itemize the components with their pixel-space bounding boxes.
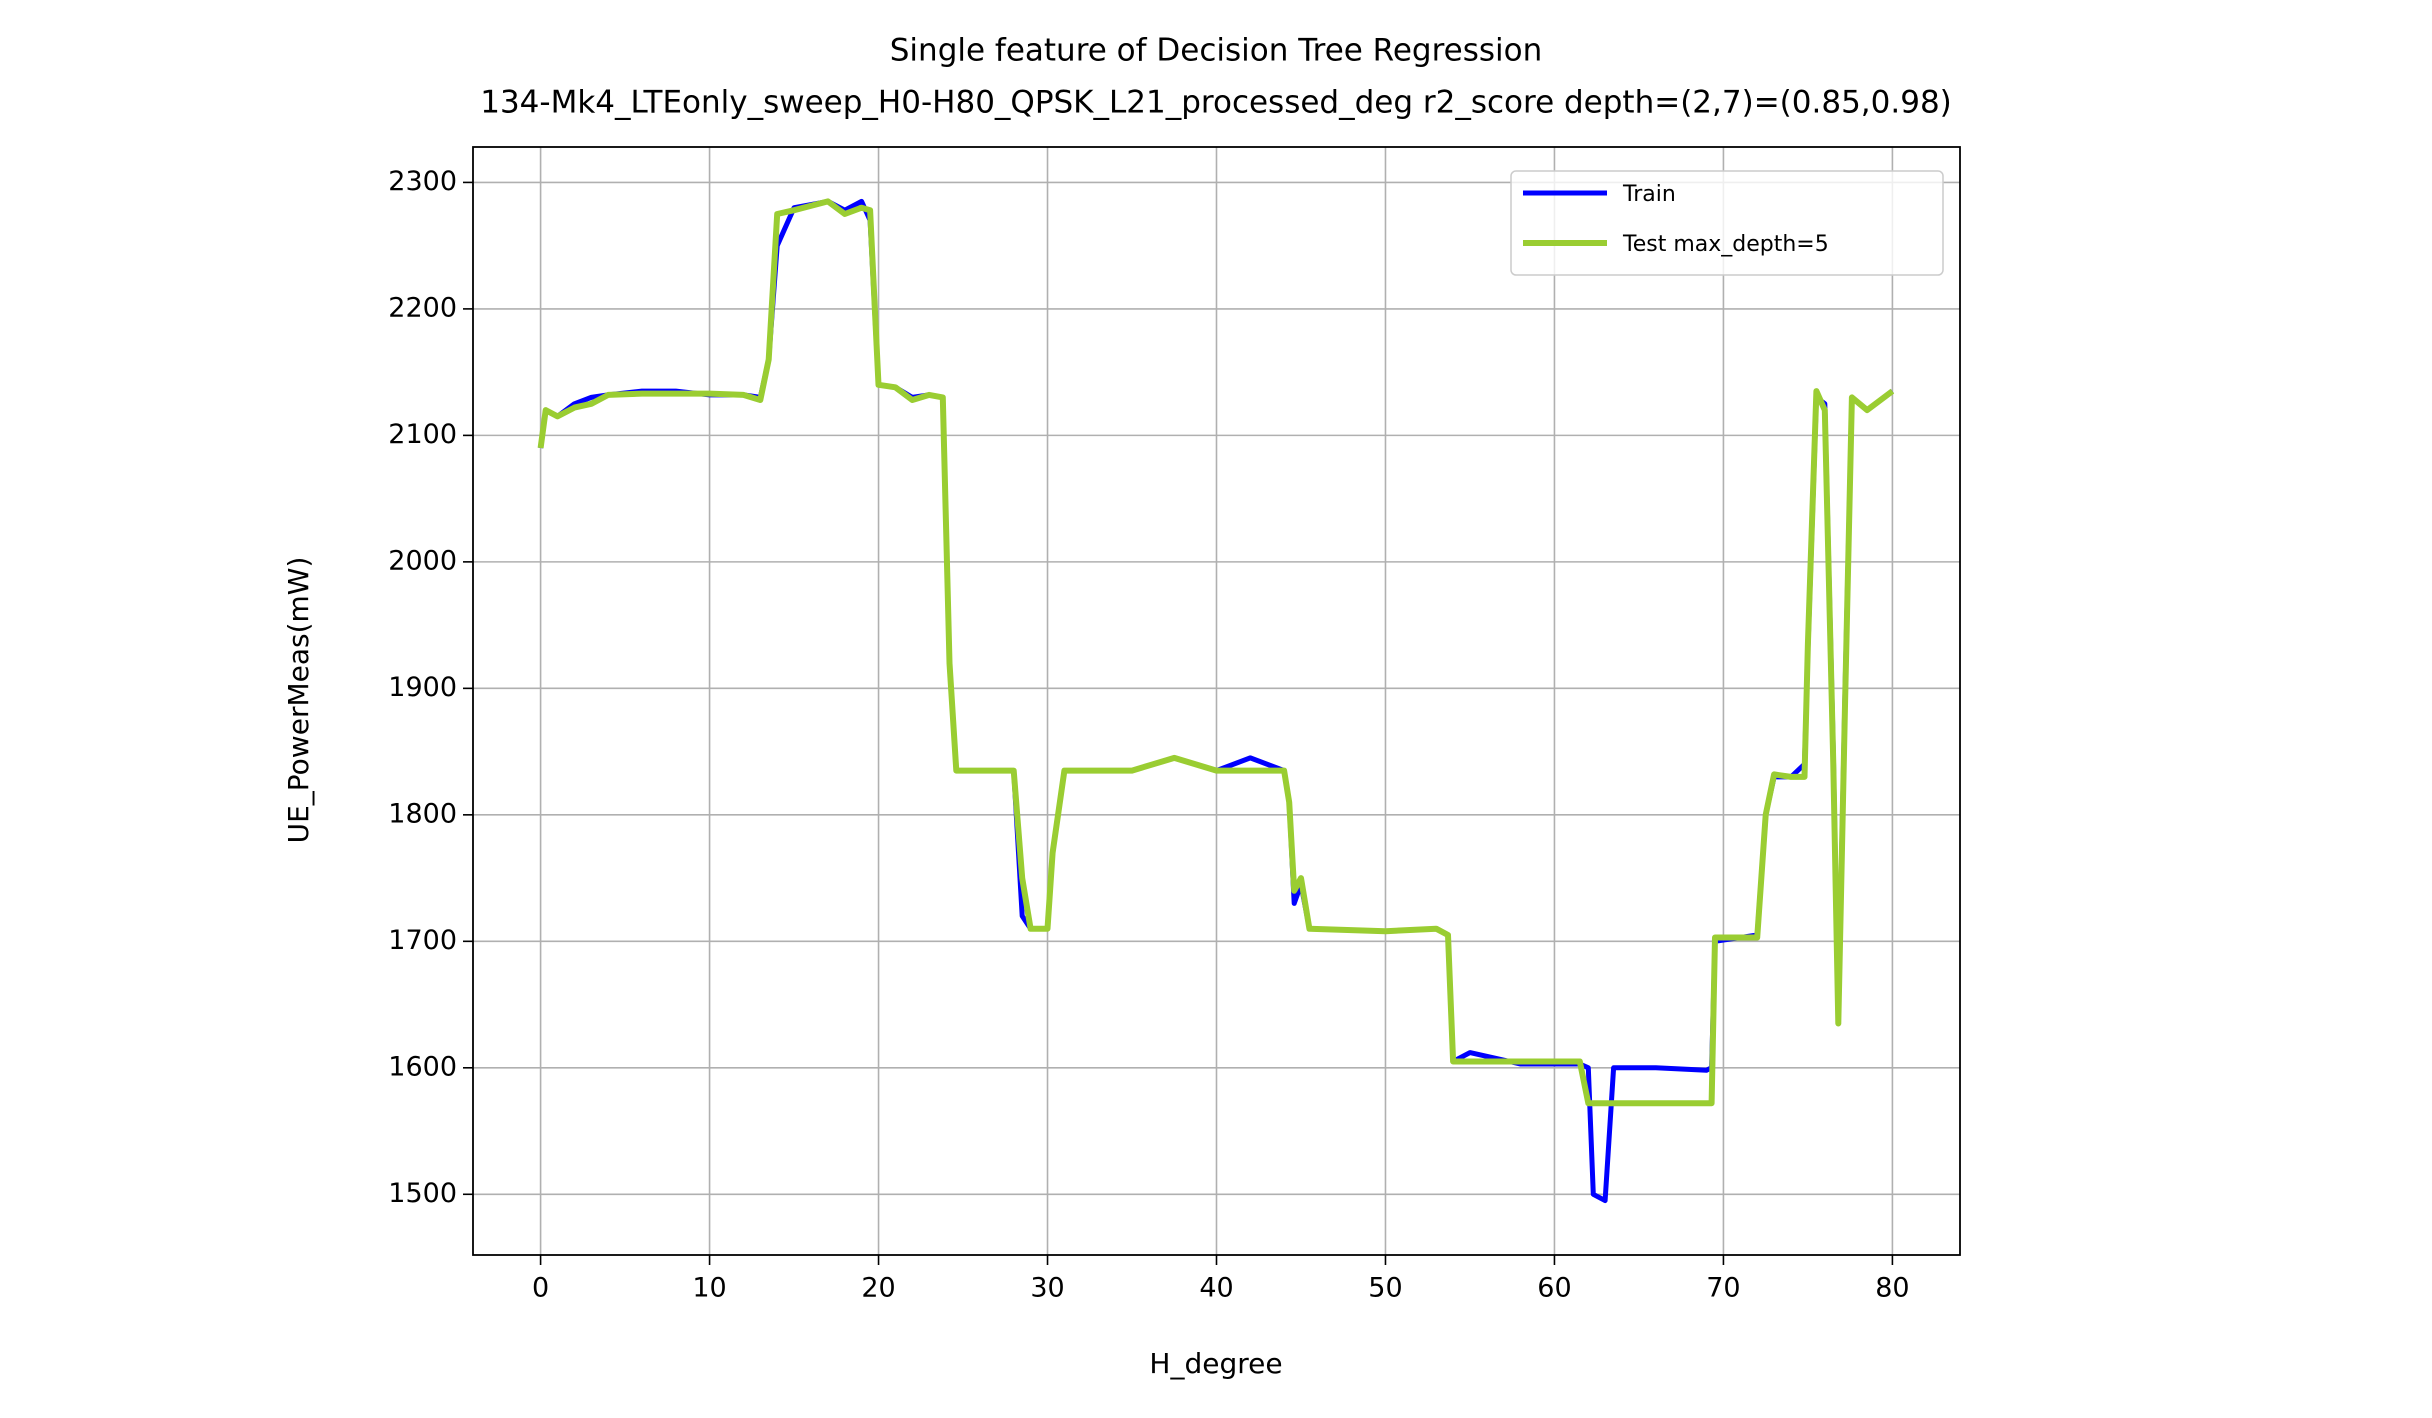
y-tick-label: 1500 bbox=[388, 1178, 457, 1209]
y-tick-label: 2300 bbox=[388, 166, 457, 197]
y-tick-label: 2000 bbox=[388, 545, 457, 576]
series-line bbox=[537, 198, 1895, 1107]
y-tick-label: 2200 bbox=[388, 292, 457, 323]
x-tick-label: 30 bbox=[1030, 1273, 1064, 1304]
plot-frame bbox=[472, 146, 1961, 1256]
x-tick-label: 40 bbox=[1199, 1273, 1233, 1304]
legend-label: Train bbox=[1622, 182, 1676, 207]
chart-subtitle: 134-Mk4_LTEonly_sweep_H0-H80_QPSK_L21_pr… bbox=[480, 85, 1952, 121]
y-tick-label: 1900 bbox=[388, 672, 457, 703]
y-tick-label: 1600 bbox=[388, 1051, 457, 1082]
x-tick-label: 80 bbox=[1875, 1273, 1909, 1304]
x-tick-label: 0 bbox=[532, 1273, 549, 1304]
y-axis-label: UE_PowerMeas(mW) bbox=[282, 557, 315, 844]
legend: Train Test max_depth=5 bbox=[1510, 170, 1944, 276]
x-tick-label: 50 bbox=[1368, 1273, 1402, 1304]
y-tick-label: 1700 bbox=[388, 925, 457, 956]
x-tick-label: 70 bbox=[1706, 1273, 1740, 1304]
legend-label: Test max_depth=5 bbox=[1622, 232, 1829, 257]
y-tick-label: 2100 bbox=[388, 419, 457, 450]
x-axis-label: H_degree bbox=[1149, 1347, 1282, 1380]
x-tick-label: 10 bbox=[692, 1273, 726, 1304]
x-tick-label: 20 bbox=[861, 1273, 895, 1304]
legend-box bbox=[1510, 170, 1944, 276]
y-tick-label: 1800 bbox=[388, 798, 457, 829]
x-tick-label: 60 bbox=[1537, 1273, 1571, 1304]
chart-title: Single feature of Decision Tree Regressi… bbox=[890, 33, 1543, 69]
